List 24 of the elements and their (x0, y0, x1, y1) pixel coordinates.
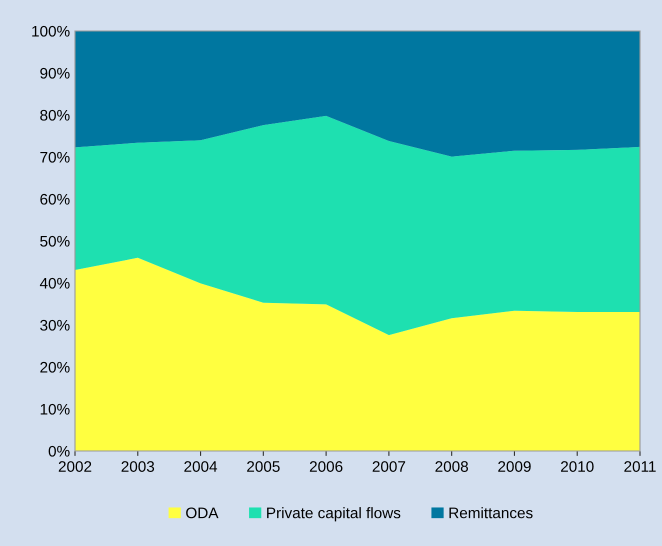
legend-label: ODA (186, 507, 218, 518)
y-tick-label: 100% (32, 26, 70, 37)
legend-label: Remittances (449, 507, 533, 518)
x-tick-label: 2009 (498, 461, 531, 472)
y-tick-label: 90% (40, 68, 70, 79)
y-tick-label: 70% (40, 152, 70, 163)
x-tick-label: 2003 (122, 461, 154, 472)
x-tick-label: 2011 (624, 461, 656, 472)
x-tick-label: 2010 (561, 461, 594, 472)
y-tick-label: 50% (40, 236, 70, 247)
y-tick-label: 80% (40, 110, 70, 121)
y-tick-label: 40% (40, 278, 70, 289)
x-tick-label: 2005 (247, 461, 280, 472)
x-tick-label: 2008 (435, 461, 468, 472)
y-tick-label: 60% (40, 194, 70, 205)
y-tick-label: 30% (40, 320, 70, 331)
x-tick-label: 2002 (58, 461, 92, 472)
x-tick-label: 2006 (310, 461, 342, 472)
y-tick-label: 10% (40, 404, 70, 415)
legend-label: Private capital flows (267, 507, 400, 522)
y-tick-label: 20% (40, 362, 70, 373)
x-tick-label: 2007 (372, 461, 406, 472)
x-tick-label: 2004 (184, 461, 218, 472)
y-tick-label: 0% (48, 446, 70, 457)
